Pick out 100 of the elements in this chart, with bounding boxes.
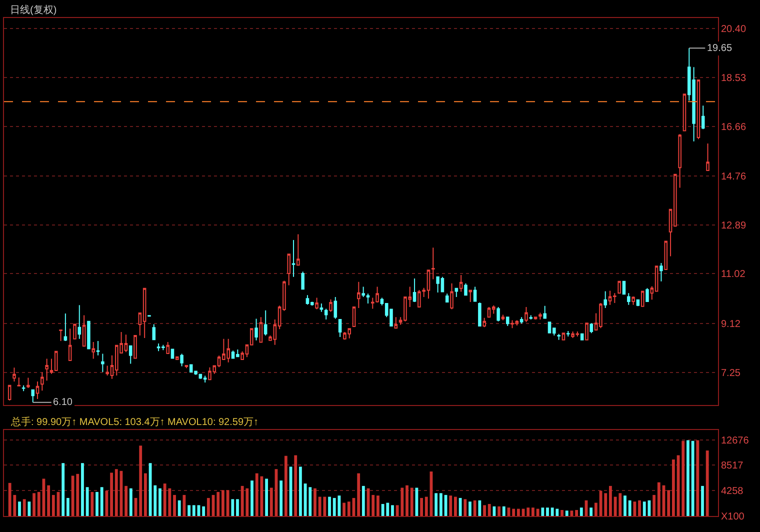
bar	[182, 494, 186, 516]
bar	[682, 440, 685, 516]
candlestick	[334, 296, 338, 320]
bar	[173, 494, 176, 516]
bar	[342, 502, 346, 516]
chart-title: 日线(复权)	[10, 4, 57, 16]
bar	[81, 463, 84, 516]
candlestick	[128, 345, 132, 364]
candlestick	[180, 353, 184, 367]
candlestick	[543, 305, 546, 320]
candlestick	[464, 282, 468, 296]
bar	[657, 482, 660, 516]
bar	[560, 510, 564, 516]
bar	[236, 499, 239, 516]
bar	[250, 480, 254, 516]
bar	[206, 498, 210, 516]
candlestick	[142, 288, 146, 339]
bar	[280, 480, 283, 516]
candlestick	[529, 314, 533, 320]
candlestick	[696, 79, 700, 140]
candlestick	[524, 306, 528, 323]
y-tick-label: 11.02	[721, 269, 746, 280]
bar	[96, 492, 98, 516]
bar	[90, 492, 94, 516]
bar	[231, 499, 234, 516]
bar	[144, 473, 147, 516]
bar	[536, 508, 540, 516]
candlestick	[64, 312, 68, 342]
bar	[270, 488, 273, 516]
y-tick-label: 4258	[721, 486, 744, 497]
candlestick	[566, 330, 570, 337]
bar	[28, 502, 31, 516]
candlestick	[40, 372, 44, 392]
bar	[424, 496, 428, 516]
bar	[62, 463, 65, 516]
candlestick	[254, 318, 258, 341]
bar	[216, 492, 220, 516]
bar	[188, 505, 190, 516]
candlestick	[78, 304, 82, 340]
candlestick	[87, 320, 90, 350]
candlestick	[357, 281, 360, 308]
bar	[86, 487, 89, 516]
candlestick	[338, 318, 342, 338]
bar	[516, 508, 520, 516]
candlestick	[557, 333, 560, 340]
bar	[406, 485, 408, 516]
candlestick	[73, 324, 76, 340]
bar	[299, 466, 302, 516]
bar	[541, 508, 544, 516]
candlestick	[640, 290, 644, 307]
bar	[192, 505, 196, 516]
candlestick	[678, 134, 682, 188]
bar	[22, 499, 26, 516]
y-tick-label: 18.53	[721, 72, 746, 84]
bar	[696, 440, 700, 516]
candlestick	[68, 328, 72, 362]
candlestick	[618, 280, 621, 294]
bar	[532, 508, 534, 516]
candlestick	[636, 299, 640, 307]
candlestick	[562, 332, 566, 340]
candlestick	[82, 314, 86, 347]
candlestick	[101, 353, 104, 373]
bar	[114, 469, 118, 516]
candlestick	[459, 274, 463, 292]
bar	[628, 500, 632, 516]
candlestick	[184, 365, 188, 369]
candlestick	[454, 287, 458, 298]
bar	[410, 488, 414, 516]
bar	[498, 506, 501, 516]
bar	[420, 498, 423, 516]
bar	[652, 494, 656, 516]
candlestick	[36, 380, 40, 400]
candlestick	[176, 356, 179, 360]
bar	[376, 496, 380, 516]
candlestick	[664, 240, 668, 270]
candlestick	[264, 310, 268, 336]
candlestick	[682, 94, 686, 132]
y-tick-label: 16.66	[721, 122, 746, 133]
candlestick	[660, 262, 663, 282]
bar	[706, 450, 709, 516]
candlestick	[166, 341, 170, 354]
candlestick	[259, 316, 263, 343]
bar	[502, 506, 506, 516]
bar	[294, 455, 298, 516]
bar	[473, 500, 476, 516]
candlestick	[585, 322, 588, 340]
bar	[110, 472, 113, 516]
bar	[255, 473, 258, 516]
bar	[565, 510, 568, 516]
bar	[76, 474, 80, 516]
candlestick	[12, 367, 16, 382]
candlestick	[315, 297, 318, 310]
candlestick	[520, 316, 524, 324]
bar	[105, 490, 108, 516]
y-tick-label: X100	[721, 512, 745, 522]
y-tick-label: 8517	[721, 460, 744, 472]
y-tick-label: 12.89	[721, 220, 746, 232]
candlestick	[301, 271, 304, 290]
bar	[178, 500, 181, 516]
bar	[124, 486, 128, 516]
